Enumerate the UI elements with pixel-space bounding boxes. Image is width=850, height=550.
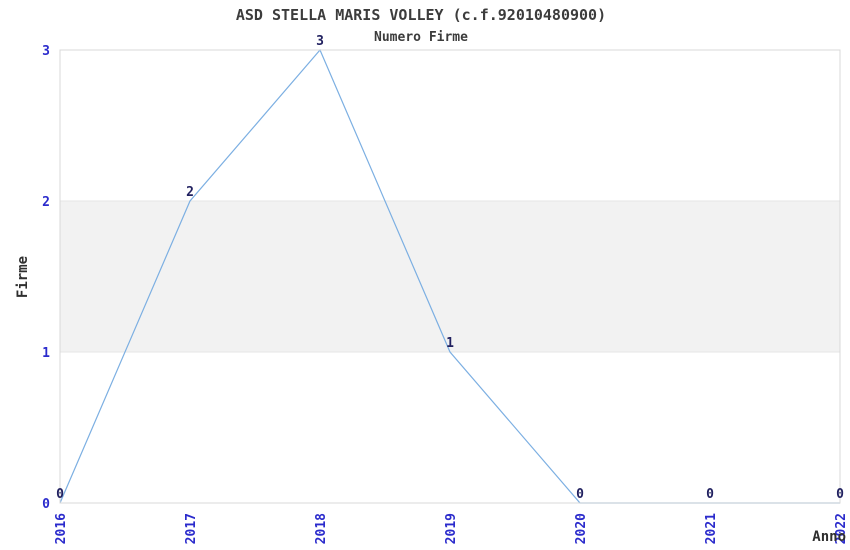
data-label: 0 bbox=[576, 487, 584, 502]
highlight-band bbox=[60, 201, 840, 352]
plot-border bbox=[59, 49, 841, 504]
data-label: 1 bbox=[446, 336, 454, 351]
x-tick-label: 2018 bbox=[314, 513, 329, 544]
x-tick-label: 2020 bbox=[574, 513, 589, 544]
chart-subtitle: Numero Firme bbox=[374, 30, 468, 45]
y-axis-label: Firme bbox=[15, 256, 31, 298]
data-label: 3 bbox=[316, 34, 324, 49]
data-label: 2 bbox=[186, 185, 194, 200]
x-tick-label: 2019 bbox=[444, 513, 459, 544]
x-tick-label: 2021 bbox=[704, 513, 719, 544]
y-tick-label: 1 bbox=[42, 346, 50, 361]
x-tick-label: 2016 bbox=[54, 513, 69, 544]
x-tick-label: 2017 bbox=[184, 513, 199, 544]
chart-title: ASD STELLA MARIS VOLLEY (c.f.92010480900… bbox=[236, 6, 606, 24]
data-label: 0 bbox=[836, 487, 844, 502]
y-tick-label: 0 bbox=[42, 497, 50, 512]
y-tick-label: 2 bbox=[42, 195, 50, 210]
y-tick-label: 3 bbox=[42, 44, 50, 59]
data-label: 0 bbox=[56, 487, 64, 502]
x-tick-label: 2022 bbox=[834, 513, 849, 544]
data-label: 0 bbox=[706, 487, 714, 502]
x-axis-label: Anno bbox=[812, 529, 846, 545]
